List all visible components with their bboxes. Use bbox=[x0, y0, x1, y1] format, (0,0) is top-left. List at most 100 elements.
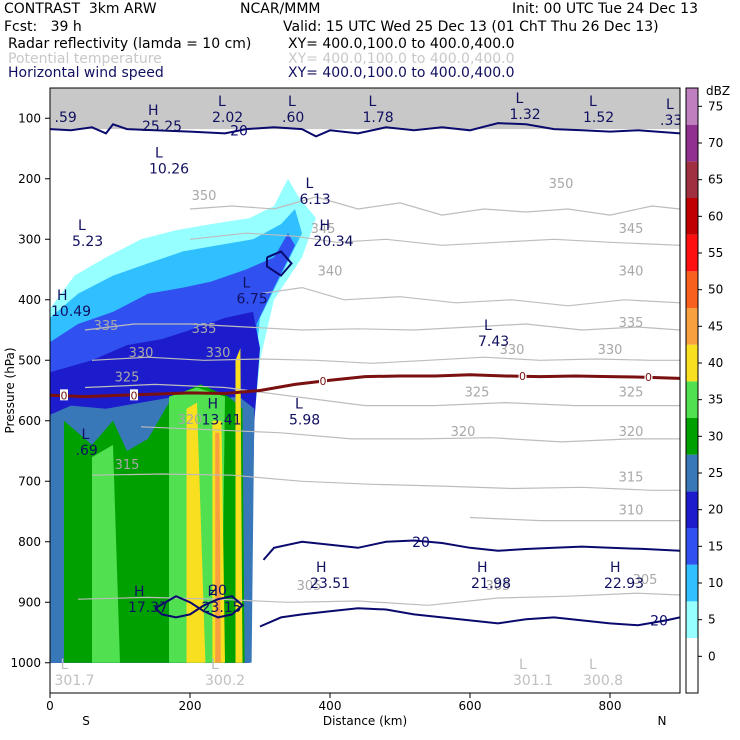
extremum-marker-high: H bbox=[148, 103, 159, 119]
zero-isotherm-label: 0 bbox=[61, 389, 68, 402]
field-xy-reflectivity: XY= 400.0,100.0 to 400.0,400.0 bbox=[288, 36, 515, 52]
colorbar-swatch bbox=[686, 381, 698, 418]
theta-contour-335 bbox=[84, 323, 680, 331]
extremum-value: 5.98 bbox=[289, 413, 320, 429]
colorbar-swatch bbox=[686, 88, 698, 125]
extremum-marker-low: L bbox=[516, 91, 524, 107]
theta-contour-label: 315 bbox=[619, 470, 644, 485]
colorbar-tick-label: 10 bbox=[708, 576, 723, 590]
extremum-marker-low: L bbox=[589, 94, 597, 110]
colorbar-swatch bbox=[686, 308, 698, 345]
y-tick-label: 900 bbox=[18, 595, 41, 609]
wind-contour-20 bbox=[154, 595, 245, 619]
extremum-marker-low: L bbox=[295, 397, 303, 413]
colorbar-tick-label: 40 bbox=[708, 356, 723, 370]
colorbar-swatch bbox=[686, 234, 698, 272]
colorbar-tick-label: 70 bbox=[708, 136, 723, 150]
theta-contour-label: 335 bbox=[192, 322, 217, 337]
extremum-marker-high: H bbox=[208, 584, 219, 600]
y-tick-label: 800 bbox=[18, 535, 41, 549]
extremum-value: 1.32 bbox=[510, 107, 541, 123]
zero-isotherm-label: 0 bbox=[519, 370, 526, 383]
extremum-value: 10.49 bbox=[51, 304, 91, 320]
x-axis-start-label: S bbox=[82, 714, 90, 728]
extrema-annotation-layer: L2.02L.60L1.78L1.32L1.52L.33H25.25.59L10… bbox=[51, 91, 680, 689]
x-tick-label: 800 bbox=[599, 699, 622, 713]
wind-contour-label: 20 bbox=[650, 613, 668, 629]
wind-contour-20 bbox=[262, 539, 680, 561]
field-name-wind: Horizontal wind speed bbox=[8, 65, 164, 81]
extremum-marker-low: L bbox=[61, 657, 69, 673]
extremum-marker-high: H bbox=[477, 560, 488, 576]
x-tick-label: 600 bbox=[459, 699, 482, 713]
extremum-marker-high: H bbox=[610, 560, 621, 576]
extremum-marker-low: L bbox=[369, 94, 377, 110]
colorbar-tick-label: 20 bbox=[708, 503, 723, 517]
y-tick-label: 100 bbox=[18, 111, 41, 125]
y-tick-label: 200 bbox=[18, 172, 41, 186]
upper-level-theta-band bbox=[50, 88, 680, 130]
extremum-marker-low: L bbox=[243, 276, 251, 292]
theta-contour-label: 330 bbox=[129, 346, 154, 361]
theta-contour-label: 320 bbox=[178, 413, 203, 428]
theta-contour-340 bbox=[259, 286, 680, 307]
wind-contour-20 bbox=[50, 122, 680, 138]
theta-contour-310 bbox=[469, 516, 680, 522]
extremum-value: 6.75 bbox=[237, 292, 268, 308]
zero-isotherm-label: 0 bbox=[645, 371, 652, 384]
zero-isotherm-label: 0 bbox=[131, 389, 138, 402]
y-tick-label: 1000 bbox=[10, 656, 41, 670]
theta-contour-label: 305 bbox=[633, 573, 658, 588]
y-tick-label: 400 bbox=[18, 293, 41, 307]
field-xy-theta: XY= 400.0,100.0 to 400.0,400.0 bbox=[288, 51, 515, 67]
extremum-value: 21.98 bbox=[471, 576, 511, 592]
wind-contour-20 bbox=[259, 607, 680, 628]
colorbar-tick-label: 35 bbox=[708, 393, 723, 407]
field-name-reflectivity: Radar reflectivity (lamda = 10 cm) bbox=[8, 36, 252, 52]
wind-contour-label: 20 bbox=[230, 123, 248, 139]
reflectivity-region-40dbz bbox=[186, 402, 206, 663]
theta-contour-label: 350 bbox=[549, 177, 574, 192]
colorbar-tick-label: 15 bbox=[708, 539, 723, 553]
theta-contour-label: 340 bbox=[619, 265, 644, 280]
x-axis-end-label: N bbox=[658, 714, 667, 728]
plot-title: CONTRAST 3km ARW bbox=[4, 1, 157, 17]
theta-contour-label: 305 bbox=[486, 579, 511, 594]
x-tick-label: 200 bbox=[179, 699, 202, 713]
reflectivity-region-45dbz bbox=[215, 432, 221, 663]
extremum-value: 5.23 bbox=[72, 234, 103, 250]
extremum-value: 13.41 bbox=[202, 413, 242, 429]
extremum-marker-low: L bbox=[484, 318, 492, 334]
zero-isotherm-label-bg bbox=[319, 374, 327, 386]
theta-contour-label: 325 bbox=[465, 386, 490, 401]
extremum-value: 10.26 bbox=[149, 162, 189, 178]
extremum-value: 2.02 bbox=[212, 110, 243, 126]
theta-contour-label: 320 bbox=[451, 425, 476, 440]
extremum-value: 6.13 bbox=[300, 192, 331, 208]
extremum-marker-low: L bbox=[589, 657, 597, 673]
colorbar-swatch bbox=[686, 124, 698, 162]
zero-isotherm-label-bg bbox=[644, 371, 653, 383]
reflectivity-region-35dbz bbox=[92, 444, 120, 663]
theta-contour-350 bbox=[189, 196, 680, 216]
zero-isotherm-label-bg bbox=[130, 389, 138, 401]
colorbar-tick-label: 55 bbox=[708, 246, 723, 260]
extremum-value: 300.2 bbox=[205, 673, 245, 689]
zero-isotherm-layer: 0 0 0 0 0 bbox=[50, 369, 680, 402]
wind-contour-label: 20 bbox=[209, 583, 227, 599]
extremum-marker-high: H bbox=[208, 397, 219, 413]
extremum-marker-high: H bbox=[316, 560, 327, 576]
extremum-value: 301.1 bbox=[513, 673, 553, 689]
theta-contour-label: 345 bbox=[619, 222, 644, 237]
wind-contour-label: 20 bbox=[412, 535, 430, 551]
colorbar-tick-label: 25 bbox=[708, 466, 723, 480]
zero-isotherm-label: 0 bbox=[320, 375, 327, 388]
extremum-marker-low: L bbox=[218, 94, 226, 110]
plot-frame bbox=[49, 87, 681, 694]
extremum-value: 23.15 bbox=[202, 600, 242, 616]
extremum-marker-low: L bbox=[306, 176, 314, 192]
extremum-marker-high: H bbox=[320, 218, 331, 234]
colorbar-tick-label: 65 bbox=[708, 173, 723, 187]
colorbar-tick-label: 30 bbox=[708, 429, 723, 443]
